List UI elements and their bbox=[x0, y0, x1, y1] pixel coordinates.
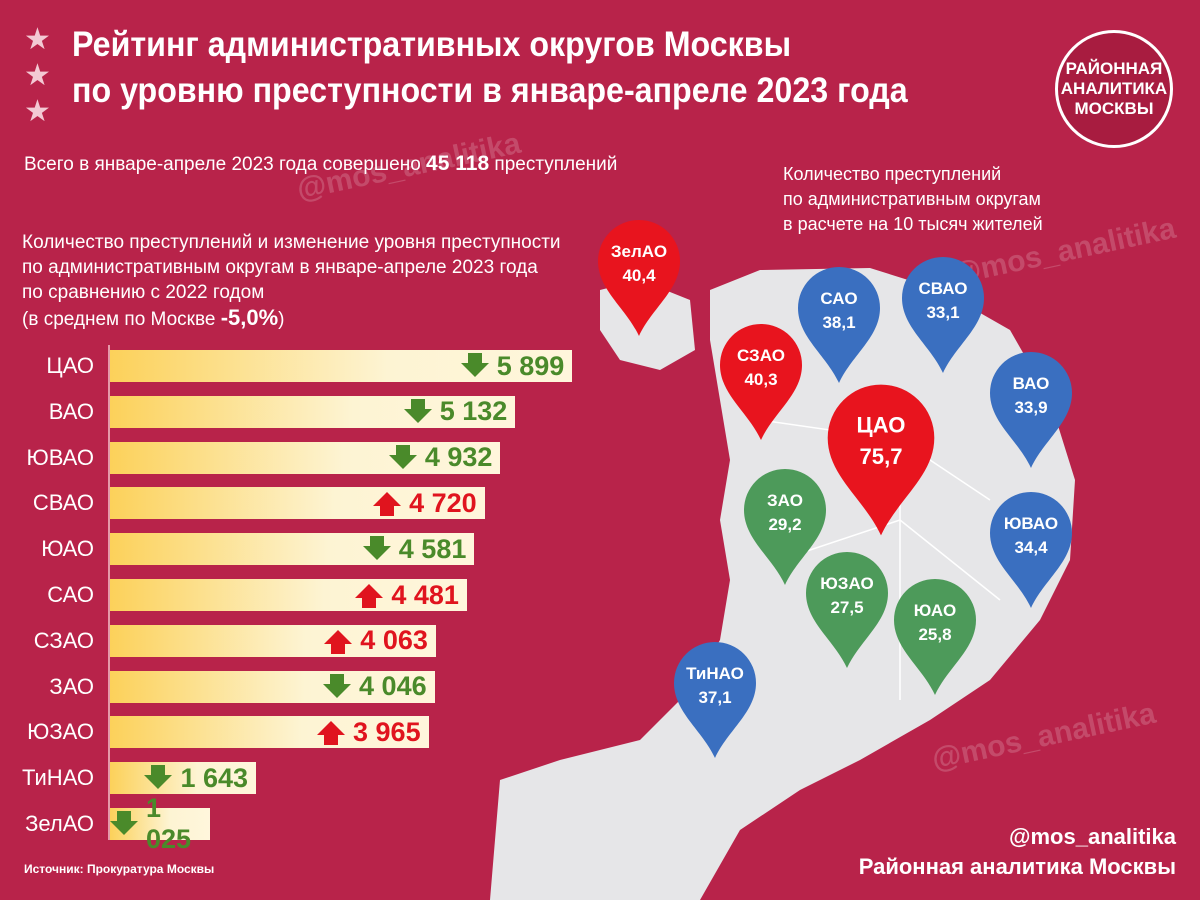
bar-value: 5 132 bbox=[439, 396, 508, 427]
arrow-up-icon bbox=[355, 584, 384, 608]
pin-name: ВАО bbox=[1012, 374, 1050, 393]
map-pin: ТиНАО 37,1 bbox=[672, 640, 758, 760]
pin-name: ЗАО bbox=[767, 491, 803, 510]
arrow-up-icon bbox=[373, 492, 402, 517]
bar-value: 1 025 bbox=[146, 793, 192, 854]
pin-value: 37,1 bbox=[698, 688, 732, 707]
pin-marker-icon bbox=[744, 469, 826, 585]
bar: 4 932 bbox=[110, 441, 501, 474]
pin-value: 40,4 bbox=[622, 266, 656, 285]
pin-marker-icon bbox=[902, 257, 984, 373]
pin-name: ЮЗАО bbox=[820, 574, 874, 593]
pin-name: ЦАО bbox=[856, 413, 906, 438]
arrow-down-icon bbox=[403, 398, 432, 423]
pin-value: 33,1 bbox=[926, 303, 960, 322]
arrow-down-icon bbox=[362, 536, 391, 561]
star-icon: ★ bbox=[24, 59, 51, 92]
bar: 5 132 bbox=[110, 395, 516, 428]
pin-name: СЗАО bbox=[737, 346, 785, 365]
bar: 4 581 bbox=[110, 533, 475, 566]
map-pin: ЗелАО 40,4 bbox=[596, 218, 682, 338]
bar-label: СВАО bbox=[32, 490, 94, 516]
chart-axis bbox=[108, 345, 110, 840]
pin-value: 27,5 bbox=[830, 598, 864, 617]
arrow-up-icon bbox=[324, 629, 353, 654]
bar-label: ЮВАО bbox=[26, 444, 94, 470]
bar-label: ЗАО bbox=[49, 673, 94, 699]
bar: 5 899 bbox=[110, 350, 573, 382]
arrow-down-icon bbox=[144, 765, 173, 790]
pin-value: 34,4 bbox=[1014, 538, 1048, 557]
bar-label: ЮЗАО bbox=[27, 719, 94, 745]
footer: @mos_analitika Районная аналитика Москвы bbox=[858, 824, 1176, 879]
map-pin: ВАО 33,9 bbox=[988, 350, 1074, 470]
pin-value: 25,8 bbox=[918, 625, 952, 644]
pin-marker-icon bbox=[827, 384, 935, 536]
pin-name: ТиНАО bbox=[686, 664, 744, 683]
bar-label: ЮАО bbox=[41, 536, 94, 562]
arrow-down-icon bbox=[323, 673, 352, 698]
pin-marker-icon bbox=[894, 579, 976, 695]
map-pin: ЮАО 25,8 bbox=[892, 577, 978, 697]
arrow-down-icon bbox=[388, 444, 417, 469]
bar-label: ЗелАО bbox=[25, 811, 94, 836]
pin-marker-icon bbox=[798, 267, 880, 383]
map-pin: СЗАО 40,3 bbox=[718, 322, 804, 442]
bar: 4 063 bbox=[110, 624, 436, 657]
bar-label: ВАО bbox=[48, 398, 94, 424]
map-pin: ЮЗАО 27,5 bbox=[804, 550, 890, 670]
pin-name: ЮАО bbox=[913, 601, 957, 620]
bar-value: 4 581 bbox=[398, 533, 467, 564]
pin-marker-icon bbox=[806, 552, 888, 668]
bar-value: 1 643 bbox=[180, 762, 249, 793]
pin-marker-icon bbox=[674, 642, 756, 758]
bar-value: 4 481 bbox=[391, 579, 459, 610]
bar-label: ТиНАО bbox=[22, 765, 94, 791]
bar: 4 720 bbox=[110, 487, 485, 520]
bar: 1 643 bbox=[110, 762, 257, 795]
bar-value: 4 046 bbox=[359, 671, 427, 702]
bar-value: 4 720 bbox=[409, 487, 477, 518]
bar-label: ЦАО bbox=[46, 353, 94, 378]
bar-value: 3 965 bbox=[353, 716, 421, 747]
pin-marker-icon bbox=[720, 324, 802, 440]
bar-value: 5 899 bbox=[496, 350, 565, 381]
arrow-down-icon bbox=[110, 811, 138, 835]
map-pin: САО 38,1 bbox=[796, 265, 882, 385]
pin-value: 40,3 bbox=[744, 370, 778, 389]
map-title: Количество преступлений по административн… bbox=[783, 164, 1043, 234]
source: Источник: Прокуратура Москвы bbox=[24, 862, 215, 876]
pin-value: 38,1 bbox=[822, 313, 856, 332]
pin-value: 29,2 bbox=[768, 515, 802, 534]
pin-value: 33,9 bbox=[1014, 398, 1048, 417]
arrow-down-icon bbox=[460, 353, 489, 377]
map-pin: СВАО 33,1 bbox=[900, 255, 986, 375]
pin-name: ЮВАО bbox=[1003, 514, 1059, 533]
star-icon: ★ bbox=[24, 23, 51, 56]
bar: 3 965 bbox=[110, 716, 429, 749]
map-pin: ЗАО 29,2 bbox=[742, 467, 828, 587]
pin-value: 75,7 bbox=[859, 444, 903, 470]
logo: РАЙОННАЯ АНАЛИТИКА МОСКВЫ bbox=[1055, 30, 1173, 148]
pin-marker-icon bbox=[990, 492, 1072, 608]
map-pin: ЮВАО 34,4 bbox=[988, 490, 1074, 610]
bar: 4 481 bbox=[110, 579, 467, 611]
pin-name: ЗелАО bbox=[610, 242, 668, 261]
page-title: Рейтинг административных округов Москвы п… bbox=[72, 25, 908, 110]
chart-title: Количество преступлений и изменение уров… bbox=[22, 232, 561, 330]
pin-name: САО bbox=[820, 289, 858, 308]
bar-value: 4 063 bbox=[360, 625, 428, 656]
total-crimes: Всего в январе-апреле 2023 года совершен… bbox=[24, 152, 618, 175]
bar-label: САО bbox=[47, 582, 94, 607]
bar: 4 046 bbox=[110, 670, 435, 703]
map-pin: ЦАО 75,7 bbox=[825, 382, 937, 538]
bar-value: 4 932 bbox=[424, 442, 493, 473]
star-icon: ★ bbox=[24, 95, 51, 128]
bar-label: СЗАО bbox=[33, 627, 94, 653]
pin-name: СВАО bbox=[918, 279, 968, 298]
arrow-up-icon bbox=[317, 721, 346, 746]
bar: 1 025 bbox=[110, 793, 211, 854]
pin-marker-icon bbox=[990, 352, 1072, 468]
pin-marker-icon bbox=[598, 220, 680, 336]
